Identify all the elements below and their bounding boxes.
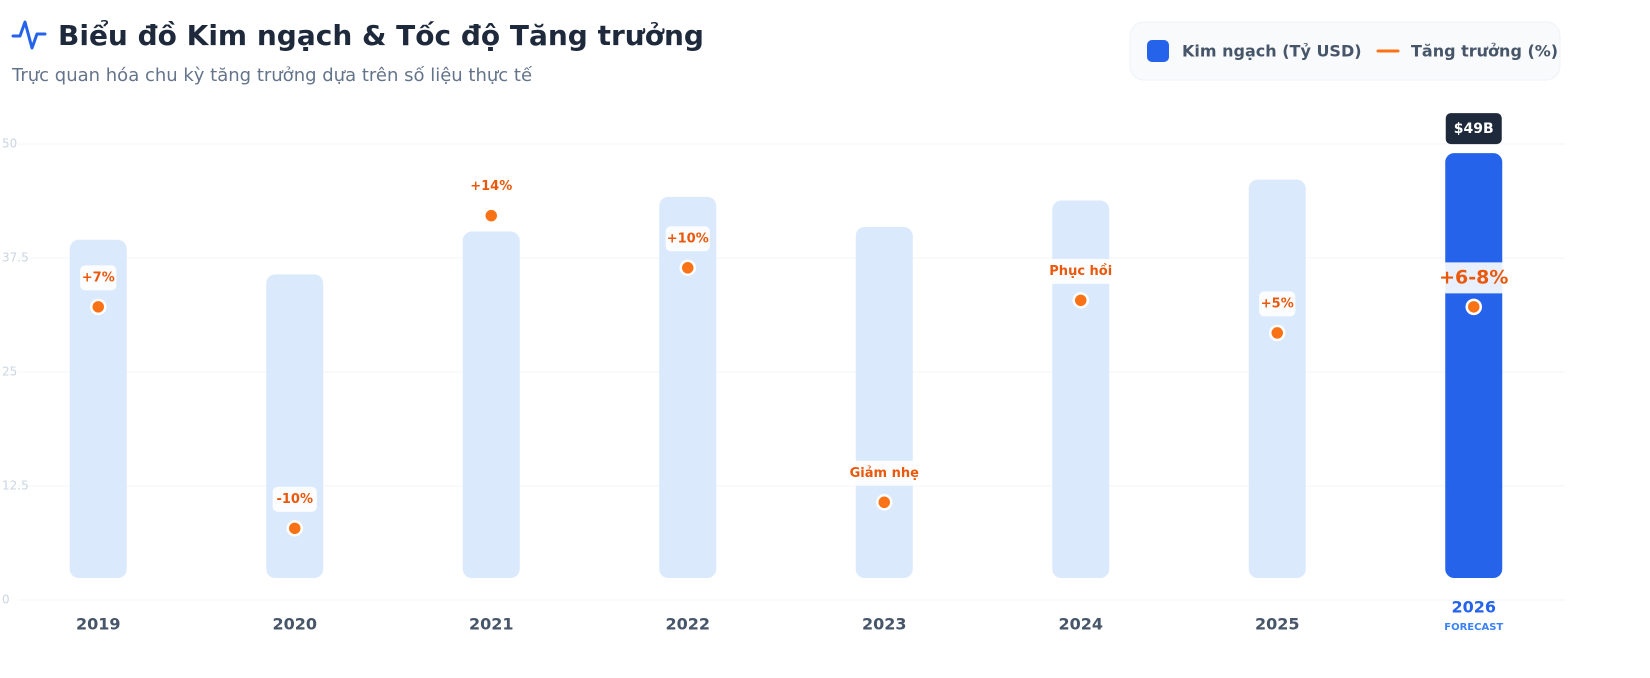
growth-label: +7% bbox=[82, 270, 115, 285]
growth-point bbox=[483, 207, 500, 224]
x-tick-label: 2022 bbox=[665, 615, 710, 634]
growth-label-box bbox=[272, 486, 317, 512]
x-tick-label: 2020 bbox=[272, 615, 317, 634]
growth-label: +14% bbox=[470, 179, 512, 194]
legend-label: Tăng trưởng (%) bbox=[1411, 42, 1558, 61]
growth-label-box bbox=[1042, 258, 1119, 284]
bar bbox=[855, 226, 913, 578]
growth-label-box bbox=[469, 174, 514, 200]
growth-label: +10% bbox=[667, 231, 709, 246]
x-tick-label: 2023 bbox=[862, 615, 907, 634]
growth-label-box bbox=[846, 460, 923, 486]
growth-label: Phục hồi bbox=[1049, 264, 1112, 279]
y-tick-label: 37.5 bbox=[2, 251, 29, 265]
label-badge bbox=[1445, 113, 1502, 145]
growth-label-box bbox=[1438, 262, 1510, 294]
highlight-label: FORECAST bbox=[1444, 622, 1503, 633]
growth-point bbox=[286, 520, 303, 537]
legend-box bbox=[1129, 21, 1561, 81]
bar bbox=[1445, 153, 1503, 578]
x-tick-label: 2026 bbox=[1451, 598, 1496, 617]
growth-point bbox=[1465, 298, 1482, 316]
bar bbox=[1248, 179, 1306, 578]
growth-point bbox=[90, 298, 107, 316]
growth-point bbox=[1072, 292, 1089, 309]
bar-value-text: $49B bbox=[1454, 121, 1494, 137]
legend-label: Kim ngạch (Tỷ USD) bbox=[1182, 42, 1362, 61]
chart-subtitle: Trực quan hóa chu kỳ tăng trưởng dựa trê… bbox=[11, 65, 533, 86]
x-tick-label: 2019 bbox=[76, 615, 121, 634]
chart-title: Biểu đồ Kim ngạch & Tốc độ Tăng trưởng bbox=[58, 18, 704, 52]
growth-point bbox=[1269, 324, 1286, 342]
bar bbox=[69, 239, 127, 578]
bar bbox=[1052, 200, 1110, 578]
x-tick-label: 2021 bbox=[469, 615, 514, 634]
y-tick-label: 12.5 bbox=[2, 479, 29, 493]
x-tick-label: 2025 bbox=[1255, 615, 1300, 634]
legend: Kim ngạch (Tỷ USD) Tăng trưởng (%) bbox=[1129, 21, 1561, 81]
title-icon bbox=[11, 20, 47, 50]
growth-label-box bbox=[80, 265, 117, 291]
growth-label: +5% bbox=[1261, 296, 1294, 311]
bar bbox=[462, 231, 520, 578]
legend-swatch bbox=[1147, 40, 1169, 62]
y-tick-label: 50 bbox=[2, 137, 17, 151]
growth-point bbox=[679, 259, 696, 277]
growth-label-box bbox=[665, 226, 710, 252]
y-tick-label: 0 bbox=[2, 593, 10, 607]
bar-value-label: $49B bbox=[1445, 113, 1502, 145]
growth-label: +6-8% bbox=[1439, 266, 1508, 288]
growth-label: Giảm nhẹ bbox=[850, 466, 919, 481]
growth-label: -10% bbox=[276, 492, 313, 507]
y-tick-label: 25 bbox=[2, 365, 17, 379]
x-tick-label: 2024 bbox=[1058, 615, 1103, 634]
growth-point bbox=[876, 494, 893, 511]
growth-label-box bbox=[1259, 291, 1296, 317]
bar bbox=[659, 196, 717, 578]
